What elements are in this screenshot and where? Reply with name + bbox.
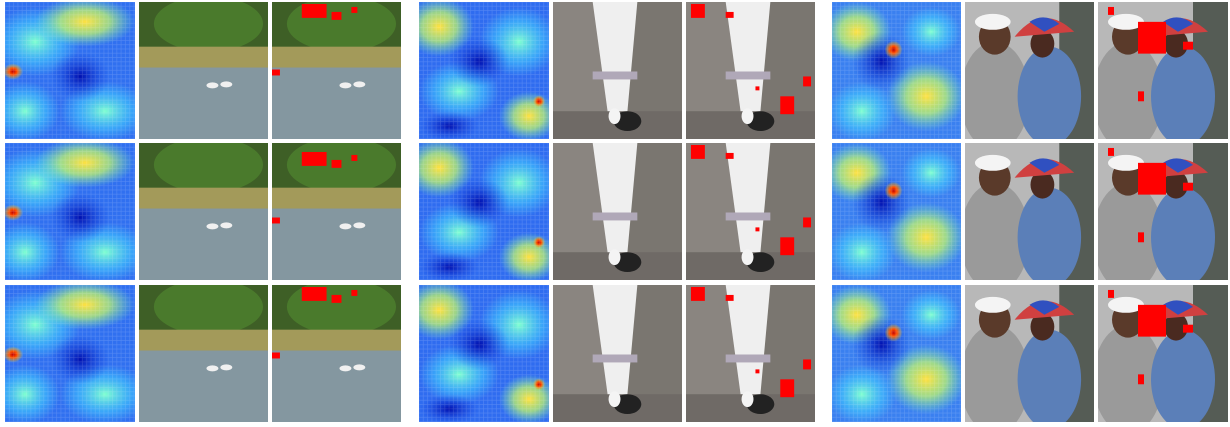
photo — [960, 285, 1094, 427]
heatmap — [404, 138, 559, 282]
photo — [686, 143, 815, 280]
heatmap — [404, 0, 559, 141]
heatmap — [0, 0, 150, 141]
photo — [272, 137, 401, 280]
heatmap — [0, 138, 150, 282]
photo — [553, 2, 682, 139]
heatmap — [0, 280, 150, 424]
photo — [553, 285, 682, 422]
figure — [0, 0, 1230, 427]
heatmap — [822, 285, 966, 424]
heatmap — [822, 143, 966, 282]
heatmap — [404, 280, 559, 424]
photo — [553, 143, 682, 280]
photo — [139, 0, 268, 139]
photo — [272, 0, 401, 139]
photo — [960, 2, 1094, 151]
panel-grid — [0, 0, 1228, 427]
photo — [686, 285, 815, 422]
photo — [139, 279, 268, 422]
photo — [139, 137, 268, 280]
photo — [960, 143, 1094, 292]
page — [0, 0, 1230, 427]
photo — [686, 2, 815, 139]
heatmap — [822, 2, 966, 141]
